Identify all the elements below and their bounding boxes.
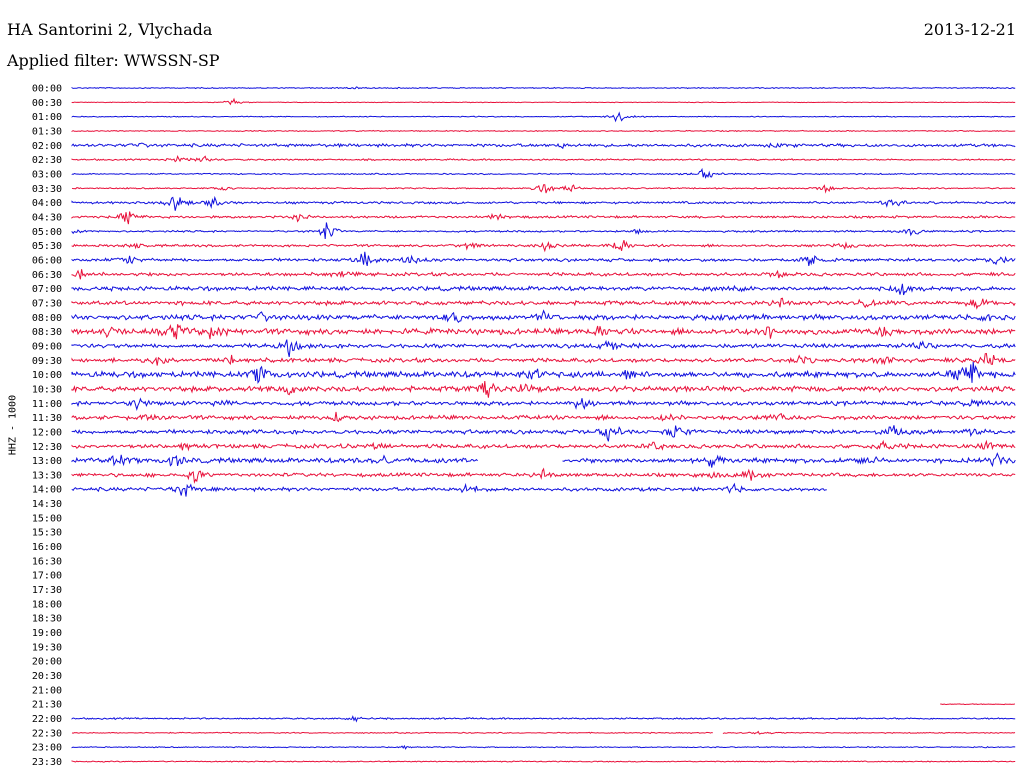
time-tick-label: 10:00 — [32, 370, 62, 381]
time-tick-label: 10:30 — [32, 384, 62, 395]
date-label: 2013-12-21 — [923, 20, 1016, 39]
station-title: HA Santorini 2, Vlychada — [7, 20, 213, 39]
trace-line — [71, 211, 1016, 225]
trace-line — [71, 251, 1016, 267]
trace-line — [71, 86, 1016, 90]
trace-line — [71, 195, 1016, 211]
trace-line — [722, 730, 1016, 735]
trace-line — [71, 309, 1016, 323]
time-tick-label: 22:00 — [32, 714, 62, 725]
time-tick-label: 16:30 — [32, 556, 62, 567]
time-tick-label: 18:00 — [32, 599, 62, 610]
trace-line — [71, 155, 1016, 163]
time-tick-label: 08:00 — [32, 313, 62, 324]
time-tick-label: 20:00 — [32, 657, 62, 668]
time-tick-label: 07:00 — [32, 284, 62, 295]
trace-line — [71, 184, 1016, 194]
time-tick-label: 13:00 — [32, 456, 62, 467]
time-tick-label: 12:30 — [32, 442, 62, 453]
time-tick-label: 20:30 — [32, 671, 62, 682]
trace-line — [71, 167, 1016, 180]
time-tick-label: 03:30 — [32, 184, 62, 195]
trace-line — [562, 452, 1016, 468]
trace-line — [71, 425, 1016, 442]
trace-line — [940, 703, 1016, 706]
time-tick-label: 14:30 — [32, 499, 62, 510]
time-tick-label: 15:00 — [32, 513, 62, 524]
time-tick-label: 16:00 — [32, 542, 62, 553]
time-tick-label: 15:30 — [32, 528, 62, 539]
time-tick-label: 05:00 — [32, 227, 62, 238]
time-tick-label: 07:30 — [32, 298, 62, 309]
time-tick-label: 00:30 — [32, 98, 62, 109]
time-tick-label: 04:00 — [32, 198, 62, 209]
trace-line — [71, 142, 1016, 150]
trace-line — [71, 283, 1016, 296]
time-tick-label: 23:30 — [32, 757, 62, 768]
time-tick-label: 11:30 — [32, 413, 62, 424]
trace-line — [71, 269, 1016, 280]
time-tick-label: 23:00 — [32, 743, 62, 754]
time-tick-label: 17:00 — [32, 571, 62, 582]
trace-line — [71, 111, 1016, 123]
filter-label: Applied filter: WWSSN-SP — [7, 51, 220, 70]
time-tick-label: 09:30 — [32, 356, 62, 367]
time-tick-label: 02:30 — [32, 155, 62, 166]
time-tick-label: 01:30 — [32, 126, 62, 137]
time-tick-label: 06:00 — [32, 255, 62, 266]
trace-line — [71, 760, 1016, 763]
trace-line — [71, 397, 1016, 411]
time-tick-label: 06:30 — [32, 270, 62, 281]
time-tick-label: 05:30 — [32, 241, 62, 252]
time-tick-label: 00:00 — [32, 84, 62, 95]
time-tick-label: 19:00 — [32, 628, 62, 639]
time-tick-label: 09:00 — [32, 341, 62, 352]
trace-line — [71, 324, 1016, 340]
trace-line — [71, 361, 1016, 384]
time-tick-label: 21:30 — [32, 700, 62, 711]
trace-line — [71, 240, 1016, 253]
trace-line — [71, 339, 1016, 358]
trace-line — [71, 454, 478, 467]
trace-line — [71, 467, 1016, 484]
time-tick-label: 03:00 — [32, 169, 62, 180]
trace-line — [71, 482, 827, 497]
trace-line — [71, 352, 1016, 366]
time-tick-label: 18:30 — [32, 614, 62, 625]
time-tick-label: 08:30 — [32, 327, 62, 338]
trace-line — [71, 97, 1016, 106]
time-tick-label: 19:30 — [32, 642, 62, 653]
trace-line — [71, 715, 1016, 723]
trace-line — [71, 381, 1016, 398]
time-tick-label: 12:00 — [32, 427, 62, 438]
time-tick-label: 21:00 — [32, 685, 62, 696]
trace-line — [71, 297, 1016, 310]
time-tick-label: 01:00 — [32, 112, 62, 123]
trace-line — [71, 222, 1016, 240]
time-tick-label: 22:30 — [32, 728, 62, 739]
time-tick-label: 04:30 — [32, 212, 62, 223]
trace-line — [71, 439, 1016, 452]
time-tick-label: 11:00 — [32, 399, 62, 410]
trace-line — [71, 744, 1016, 750]
trace-line — [71, 129, 1016, 133]
trace-line — [71, 731, 713, 734]
time-tick-label: 13:30 — [32, 470, 62, 481]
time-tick-label: 02:00 — [32, 141, 62, 152]
time-tick-label: 17:30 — [32, 585, 62, 596]
trace-line — [71, 411, 1016, 423]
time-tick-label: 14:00 — [32, 485, 62, 496]
